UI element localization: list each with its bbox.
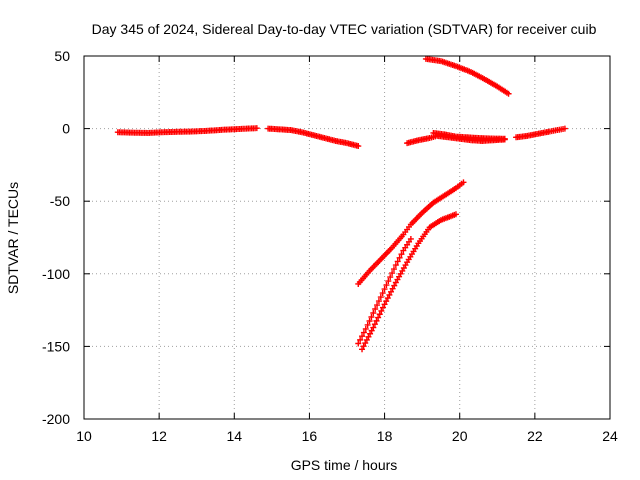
data-point [364,321,371,328]
data-point [363,336,370,343]
data-point [370,324,377,331]
y-tick-label: -200 [42,411,70,427]
data-point [394,258,401,265]
data-point [452,211,459,218]
data-point [391,282,398,289]
x-axis-label: GPS time / hours [291,457,398,473]
x-tick-label: 20 [452,428,468,444]
data-point [384,295,391,302]
x-axis: 10 12 14 16 18 20 22 24 [76,56,618,444]
data-point [460,179,467,186]
data-point [398,251,405,258]
grid [84,56,610,419]
data-point [407,235,414,242]
data-point [379,304,386,311]
data-point [367,330,374,337]
data-series [513,125,568,141]
y-tick-label: -100 [42,266,70,282]
data-point [379,290,386,297]
x-tick-label: 12 [151,428,167,444]
data-point [370,310,377,317]
data-point [381,301,388,308]
y-axis: 50 0 -50 -100 -150 -200 [42,48,610,427]
data-point [373,317,380,324]
x-tick-label: 24 [602,428,618,444]
data-point [375,298,382,305]
data-point [385,278,392,285]
data-point [378,307,385,314]
data-series [265,125,362,150]
y-tick-label: 50 [54,48,70,64]
x-tick-label: 22 [527,428,543,444]
data-point [383,282,390,289]
y-tick-label: -50 [50,193,70,209]
data-point [381,286,388,293]
data-point [365,333,372,340]
data-series [114,125,260,136]
data-series [422,55,512,97]
data-point [359,346,366,353]
data-point [561,125,568,132]
data-point [357,336,364,343]
data-point [360,343,367,350]
data-point [377,294,384,301]
x-tick-label: 10 [76,428,92,444]
x-tick-label: 14 [226,428,242,444]
data-point [372,306,379,313]
plot-frame [83,55,611,420]
data-point [360,329,367,336]
data-point [376,311,383,318]
data-point [383,298,390,305]
data-series [355,179,467,287]
data-point [390,266,397,273]
data-point [368,327,375,334]
data-points [114,55,568,353]
data-point [501,135,508,142]
data-point [388,288,395,295]
data-point [389,285,396,292]
data-point [355,340,362,347]
data-series [355,235,414,347]
data-point [362,325,369,332]
x-tick-label: 16 [302,428,318,444]
data-point [355,143,362,150]
data-point [374,302,381,309]
data-point [392,262,399,269]
data-series [359,211,459,353]
y-axis-label: SDTVAR / TECUs [5,182,21,294]
data-point [253,125,260,132]
x-tick-label: 18 [377,428,393,444]
data-point [359,333,366,340]
data-point [366,317,373,324]
data-point [505,90,512,97]
data-point [386,291,393,298]
data-point [368,313,375,320]
data-point [396,254,403,261]
y-tick-label: 0 [62,121,70,137]
data-point [375,314,382,321]
data-point [362,340,369,347]
data-point [387,274,394,281]
chart-title: Day 345 of 2024, Sidereal Day-to-day VTE… [92,21,597,37]
data-point [371,321,378,328]
y-tick-label: -150 [42,338,70,354]
data-point [389,270,396,277]
data-series [430,129,508,142]
